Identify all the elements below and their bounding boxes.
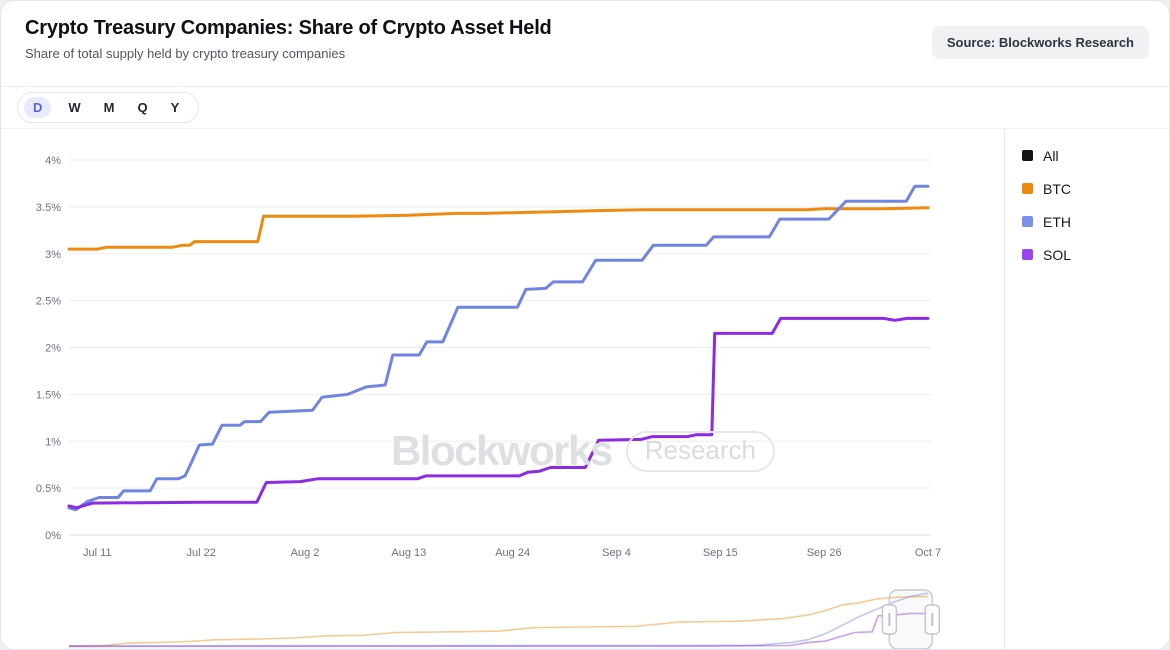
y-tick-label: 1%	[45, 436, 61, 448]
chart-body: 0% 0.5% 1% 1.5% 2% 2.5% 3% 3.5% 4% Jul 11 Jul 22 Au…	[1, 128, 1169, 650]
x-tick-label: Oct 7	[915, 547, 941, 559]
legend-item-all[interactable]: All	[1022, 139, 1169, 172]
range-selector: D W M Q Y	[17, 92, 200, 123]
range-toolbar: D W M Q Y	[1, 87, 1169, 128]
y-tick-label: 4%	[45, 155, 61, 167]
range-option-monthly[interactable]: M	[103, 100, 115, 115]
range-option-daily[interactable]: D	[24, 97, 52, 118]
y-tick-label: 1.5%	[36, 389, 61, 401]
legend-label-btc: BTC	[1043, 180, 1071, 197]
y-tick-label: 3.5%	[36, 202, 61, 214]
navigator-line-eth	[68, 592, 929, 647]
x-tick-label: Aug 13	[391, 547, 426, 559]
x-tick-label: Sep 4	[602, 547, 631, 559]
range-option-weekly[interactable]: W	[68, 100, 81, 115]
legend-item-eth[interactable]: ETH	[1022, 205, 1169, 238]
x-tick-label: Sep 15	[703, 547, 738, 559]
main-chart[interactable]: 0% 0.5% 1% 1.5% 2% 2.5% 3% 3.5% 4% Jul 11 Jul 22 Au…	[1, 129, 1004, 650]
x-tick-label: Aug 2	[291, 547, 320, 559]
legend-item-sol[interactable]: SOL	[1022, 238, 1169, 271]
y-tick-label: 0%	[45, 530, 61, 542]
x-tick-label: Jul 11	[83, 547, 112, 559]
y-tick-label: 2%	[45, 343, 61, 355]
legend-swatch-eth	[1022, 216, 1033, 227]
y-tick-label: 3%	[45, 249, 61, 261]
legend-swatch-sol	[1022, 249, 1033, 260]
legend-label-sol: SOL	[1043, 246, 1072, 263]
legend-label-all: All	[1043, 147, 1059, 164]
series-line-btc	[67, 206, 930, 251]
range-option-yearly[interactable]: Y	[170, 100, 180, 115]
y-tick-label: 0.5%	[36, 483, 61, 495]
chart-area: 0% 0.5% 1% 1.5% 2% 2.5% 3% 3.5% 4% Jul 11 Jul 22 Au…	[1, 129, 1004, 650]
series-line-sol	[67, 316, 930, 510]
legend-item-btc[interactable]: BTC	[1022, 172, 1169, 205]
x-tick-label: Aug 24	[495, 547, 530, 559]
chart-legend: All BTC ETH SOL	[1004, 129, 1169, 649]
page-title: Crypto Treasury Companies: Share of Cryp…	[25, 17, 552, 39]
x-tick-label: Jul 22	[186, 547, 215, 559]
legend-swatch-all	[1022, 150, 1033, 161]
legend-label-eth: ETH	[1043, 213, 1071, 230]
source-badge: Source: Blockworks Research	[931, 26, 1149, 59]
y-tick-label: 2.5%	[36, 296, 61, 308]
x-tick-label: Sep 26	[807, 547, 842, 559]
navigator-line-btc	[68, 595, 929, 647]
series-line-eth	[67, 184, 930, 512]
page-subtitle: Share of total supply held by crypto tre…	[25, 46, 346, 61]
legend-swatch-btc	[1022, 183, 1033, 194]
chart-header: Crypto Treasury Companies: Share of Cryp…	[1, 1, 1169, 87]
range-option-quarterly[interactable]: Q	[137, 100, 148, 115]
